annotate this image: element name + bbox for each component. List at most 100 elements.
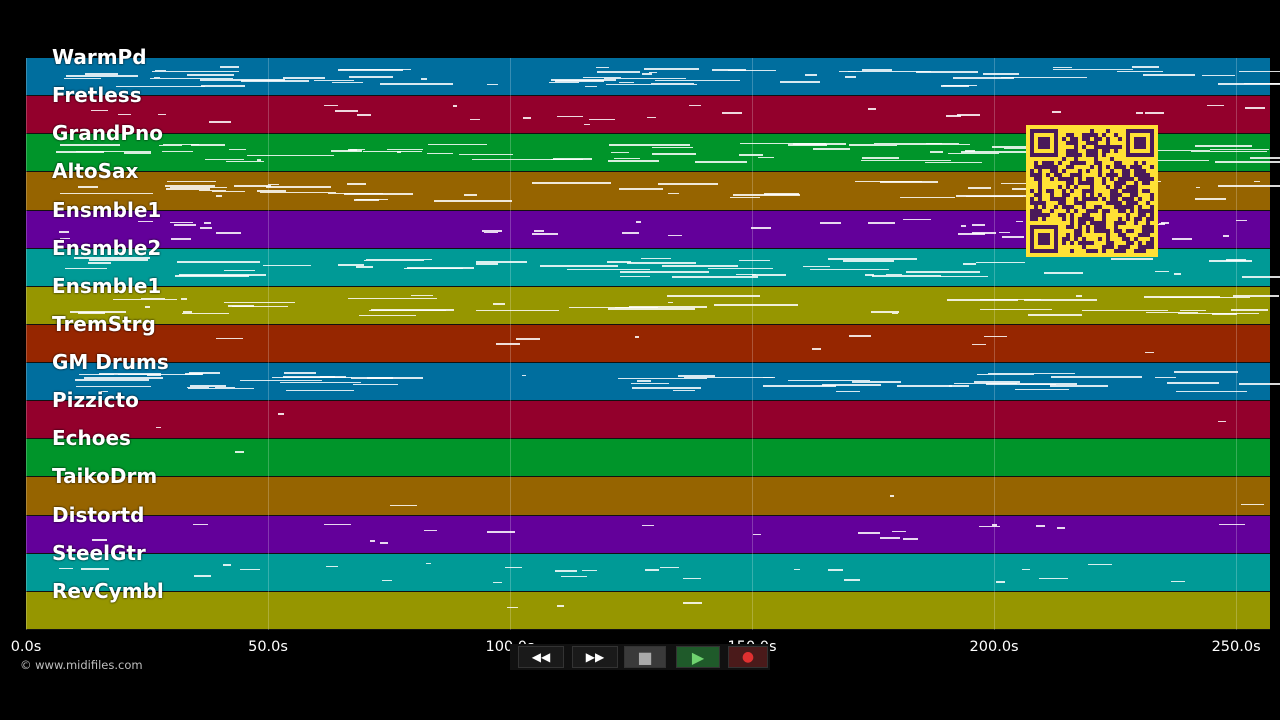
midi-note xyxy=(735,273,757,276)
qr-module xyxy=(1086,225,1090,229)
midi-note xyxy=(903,538,919,540)
qr-module xyxy=(1118,201,1122,205)
qr-module xyxy=(1030,213,1034,217)
midi-note xyxy=(621,232,640,234)
midi-note xyxy=(147,374,162,377)
qr-module xyxy=(1086,249,1090,253)
qr-module xyxy=(1054,165,1058,169)
midi-note xyxy=(906,271,980,273)
midi-note xyxy=(1116,70,1164,73)
qr-module xyxy=(1110,145,1114,149)
midi-note xyxy=(668,192,680,195)
midi-note xyxy=(758,156,775,159)
qr-module xyxy=(1030,197,1034,201)
midi-note xyxy=(958,233,985,235)
qr-module xyxy=(1106,129,1110,133)
midi-note xyxy=(200,85,245,87)
qr-module xyxy=(1122,245,1126,249)
qr-module xyxy=(1110,177,1114,181)
qr-module xyxy=(1102,209,1106,213)
qr-module xyxy=(1062,205,1066,209)
midi-note xyxy=(426,152,453,155)
midi-note xyxy=(204,158,244,161)
qr-module xyxy=(1130,165,1134,169)
midi-note xyxy=(1024,299,1098,301)
qr-module xyxy=(1094,133,1098,137)
midi-note xyxy=(1225,259,1246,261)
qr-module xyxy=(1150,129,1154,157)
midi-note xyxy=(870,311,900,313)
midi-note xyxy=(358,314,417,317)
midi-note xyxy=(667,301,673,304)
midi-note xyxy=(74,257,150,259)
grid-line xyxy=(510,58,512,630)
midi-note xyxy=(939,275,988,278)
midi-note xyxy=(216,232,241,234)
midi-note xyxy=(101,390,109,393)
play-button[interactable]: ▶ xyxy=(676,646,720,668)
qr-module xyxy=(1046,213,1050,217)
qr-module xyxy=(1106,149,1110,153)
qr-module xyxy=(1118,165,1122,169)
midi-note xyxy=(652,153,697,155)
midi-note xyxy=(980,308,1053,311)
midi-note xyxy=(740,142,827,145)
qr-module xyxy=(1142,181,1146,185)
midi-note xyxy=(843,579,861,581)
qr-module xyxy=(1046,189,1050,193)
qr-module xyxy=(1118,233,1122,237)
qr-module xyxy=(1130,205,1134,209)
qr-module xyxy=(1118,221,1122,225)
qr-module xyxy=(1058,173,1062,177)
qr-module xyxy=(1062,201,1066,205)
midi-note xyxy=(1207,104,1225,107)
qr-module xyxy=(1114,165,1118,169)
record-button[interactable]: ● xyxy=(728,646,768,668)
qr-module xyxy=(1066,177,1070,181)
midi-note xyxy=(1136,112,1143,114)
stop-button[interactable]: ■ xyxy=(624,646,666,668)
midi-note xyxy=(793,568,800,571)
midi-note xyxy=(223,564,232,566)
qr-module xyxy=(1102,245,1106,249)
track-lane xyxy=(26,324,1270,364)
qr-module xyxy=(1070,133,1074,137)
qr-module xyxy=(1126,173,1130,177)
qr-module xyxy=(1074,161,1078,165)
qr-module xyxy=(1126,185,1130,189)
qr-module xyxy=(1118,161,1122,165)
midi-note xyxy=(843,260,894,262)
track-label: TaikoDrm xyxy=(52,464,158,489)
qr-module xyxy=(1126,205,1130,209)
qr-module xyxy=(1098,237,1102,241)
midi-note xyxy=(689,104,702,107)
midi-note xyxy=(350,148,366,151)
midi-note xyxy=(973,381,1021,383)
qr-module xyxy=(1110,201,1114,205)
qr-module xyxy=(1086,133,1090,137)
qr-module xyxy=(1118,205,1122,209)
qr-module xyxy=(1054,129,1058,157)
rewind-button[interactable]: ◀◀ xyxy=(518,646,564,668)
midi-note xyxy=(138,220,153,223)
midi-note xyxy=(654,79,741,82)
qr-module xyxy=(1086,169,1090,173)
midi-note xyxy=(1174,273,1182,275)
qr-module xyxy=(1062,217,1066,221)
midi-note xyxy=(1039,577,1068,580)
fast-forward-button[interactable]: ▶▶ xyxy=(572,646,618,668)
qr-module xyxy=(1102,153,1106,157)
midi-note xyxy=(151,70,239,73)
qr-module xyxy=(1070,241,1074,245)
midi-note xyxy=(353,383,399,386)
midi-note xyxy=(1209,148,1269,151)
midi-note xyxy=(323,104,338,107)
qr-module xyxy=(1042,165,1046,169)
midi-note xyxy=(90,109,109,112)
midi-note xyxy=(533,230,545,232)
midi-note xyxy=(644,68,699,70)
qr-module xyxy=(1118,209,1122,213)
midi-note xyxy=(964,150,975,152)
qr-module xyxy=(1094,249,1098,253)
qr-module xyxy=(1054,225,1058,253)
